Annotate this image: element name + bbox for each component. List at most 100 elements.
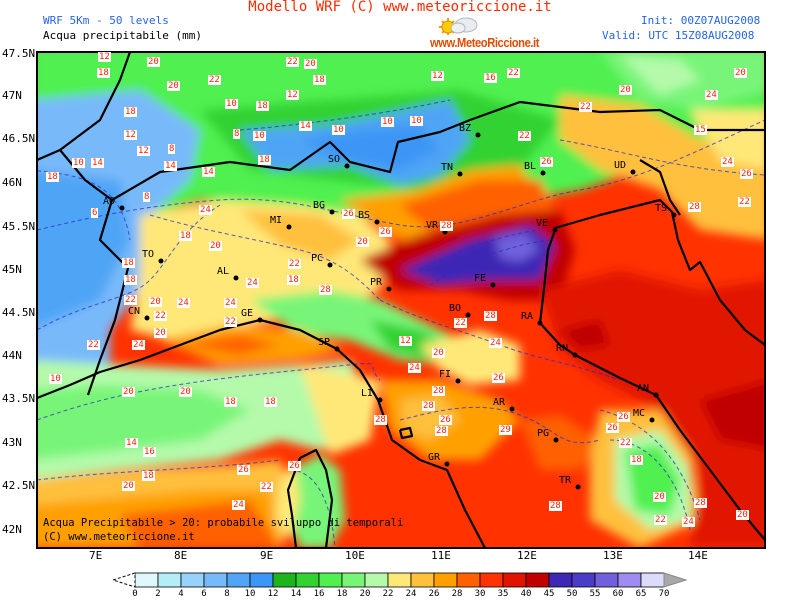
legend-swatch <box>180 572 205 588</box>
city-marker <box>327 262 333 268</box>
latitude-label: 44.5N <box>2 306 36 319</box>
contour-label: 6 <box>91 208 99 218</box>
contour-label: 28 <box>688 202 701 212</box>
contour-label: 15 <box>694 125 707 135</box>
city-marker <box>334 346 340 352</box>
contour-label: 18 <box>630 455 643 465</box>
city-label: AO <box>103 196 116 207</box>
city-label: BL <box>524 161 537 172</box>
city-label: FI <box>439 369 452 380</box>
model-label: WRF 5Km - 50 levels <box>43 14 169 27</box>
legend-swatch <box>410 572 435 588</box>
legend-tick-label: 4 <box>178 589 184 599</box>
legend-tick-label: 45 <box>543 589 555 599</box>
city-marker <box>509 406 515 412</box>
contour-label: 24 <box>489 338 502 348</box>
contour-label: 22 <box>286 57 299 67</box>
legend-swatch <box>571 572 596 588</box>
contour-label: 24 <box>132 340 145 350</box>
contour-label: 28 <box>432 386 445 396</box>
contour-label: 22 <box>224 317 237 327</box>
contour-label: 22 <box>124 295 137 305</box>
contour-label: 28 <box>484 311 497 321</box>
contour-label: 20 <box>619 85 632 95</box>
contour-label: 16 <box>484 73 497 83</box>
contour-label: 26 <box>740 169 753 179</box>
contour-label: 22 <box>654 515 667 525</box>
longitude-label: 14E <box>688 549 708 562</box>
contour-label: 28 <box>319 285 332 295</box>
city-marker <box>374 219 380 225</box>
city-marker <box>329 209 335 215</box>
legend-tick-label: 22 <box>382 589 394 599</box>
contour-label: 28 <box>435 426 448 436</box>
legend-swatch <box>387 572 412 588</box>
contour-label: 28 <box>422 401 435 411</box>
city-label: MI <box>270 215 283 226</box>
city-marker <box>649 417 655 423</box>
contour-label: 22 <box>454 318 467 328</box>
city-label: GR <box>428 452 441 463</box>
latitude-label: 46.5N <box>2 132 36 145</box>
city-marker <box>552 227 558 233</box>
contour-label: 12 <box>124 130 137 140</box>
city-marker <box>490 282 496 288</box>
contour-label: 10 <box>332 125 345 135</box>
legend-tick-label: 26 <box>428 589 440 599</box>
city-label: CN <box>128 306 141 317</box>
contour-label: 18 <box>313 75 326 85</box>
city-label: PC <box>311 253 324 264</box>
city-marker <box>233 275 239 281</box>
contour-label: 22 <box>87 340 100 350</box>
contour-label: 20 <box>149 297 162 307</box>
contour-label: 26 <box>606 423 619 433</box>
city-marker <box>540 170 546 176</box>
contour-label: 29 <box>499 425 512 435</box>
contour-label: 24 <box>232 500 245 510</box>
border-switzerland <box>111 100 765 201</box>
city-marker <box>457 171 463 177</box>
legend-tick-label: 30 <box>474 589 486 599</box>
contour-label: 26 <box>492 373 505 383</box>
longitude-label: 11E <box>431 549 451 562</box>
contour-label: 14 <box>299 121 312 131</box>
contour-label: 8 <box>143 192 151 202</box>
city-label: TS <box>655 203 668 214</box>
legend-swatch <box>318 572 343 588</box>
city-label: SO <box>328 154 341 165</box>
legend-tick-label: 40 <box>520 589 532 599</box>
contour-label: 22 <box>154 311 167 321</box>
longitude-label: 12E <box>517 549 537 562</box>
legend-swatch <box>617 572 642 588</box>
legend-swatch <box>295 572 320 588</box>
city-marker <box>144 315 150 321</box>
contour-label: 18 <box>179 231 192 241</box>
contour-label: 10 <box>72 158 85 168</box>
legend-tick-label: 28 <box>451 589 463 599</box>
legend-tick-label: 55 <box>589 589 601 599</box>
border-slovenia <box>639 159 681 216</box>
contour-label: 18 <box>264 397 277 407</box>
legend-swatch <box>226 572 251 588</box>
legend-swatch <box>548 572 573 588</box>
longitude-label: 7E <box>89 549 103 562</box>
contour-label: 24 <box>682 517 695 527</box>
border-north <box>37 52 132 162</box>
contour-label: 18 <box>46 172 59 182</box>
longitude-label: 10E <box>345 549 365 562</box>
contour-label: 18 <box>287 275 300 285</box>
city-marker <box>257 317 263 323</box>
meteoriccione-logo: www.MeteoRiccione.it <box>428 16 568 52</box>
contour-label: 28 <box>694 498 707 508</box>
city-marker <box>630 169 636 175</box>
contour-label: 20 <box>653 492 666 502</box>
contour-label: 28 <box>374 415 387 425</box>
city-marker <box>537 320 543 326</box>
contour-label: 20 <box>209 241 222 251</box>
contour-label: 22 <box>208 75 221 85</box>
legend-swatch <box>433 572 458 588</box>
legend-swatch <box>364 572 389 588</box>
contour-label: 14 <box>125 438 138 448</box>
legend-swatch <box>525 572 550 588</box>
